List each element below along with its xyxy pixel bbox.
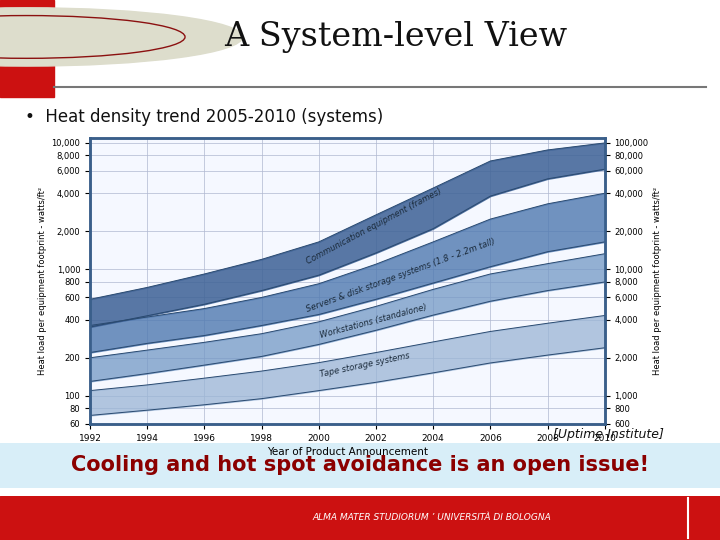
X-axis label: Year of Product Announcement: Year of Product Announcement <box>267 447 428 457</box>
Text: ALMA MATER STUDIORUM ’ UNIVERSITÀ DI BOLOGNA: ALMA MATER STUDIORUM ’ UNIVERSITÀ DI BOL… <box>312 514 552 522</box>
Y-axis label: Heat load per equipment footprint - watts/ft²: Heat load per equipment footprint - watt… <box>38 187 48 375</box>
Text: [Uptime Institute]: [Uptime Institute] <box>553 428 664 441</box>
Text: Cooling and hot spot avoidance is an open issue!: Cooling and hot spot avoidance is an ope… <box>71 455 649 476</box>
Text: Communication equipment (frames): Communication equipment (frames) <box>305 186 443 266</box>
Text: A System-level View: A System-level View <box>225 21 567 53</box>
Text: Servers & disk storage systems (1.8 - 2.2m tall): Servers & disk storage systems (1.8 - 2.… <box>305 237 496 314</box>
Y-axis label: Heat load per equipment footprint - watts/ft²: Heat load per equipment footprint - watt… <box>653 187 662 375</box>
Circle shape <box>0 8 243 66</box>
Text: •  Heat density trend 2005-2010 (systems): • Heat density trend 2005-2010 (systems) <box>25 107 384 126</box>
Text: Tape storage systems: Tape storage systems <box>319 351 410 379</box>
Text: Workstations (standalone): Workstations (standalone) <box>319 303 428 340</box>
Bar <box>0 0 54 97</box>
